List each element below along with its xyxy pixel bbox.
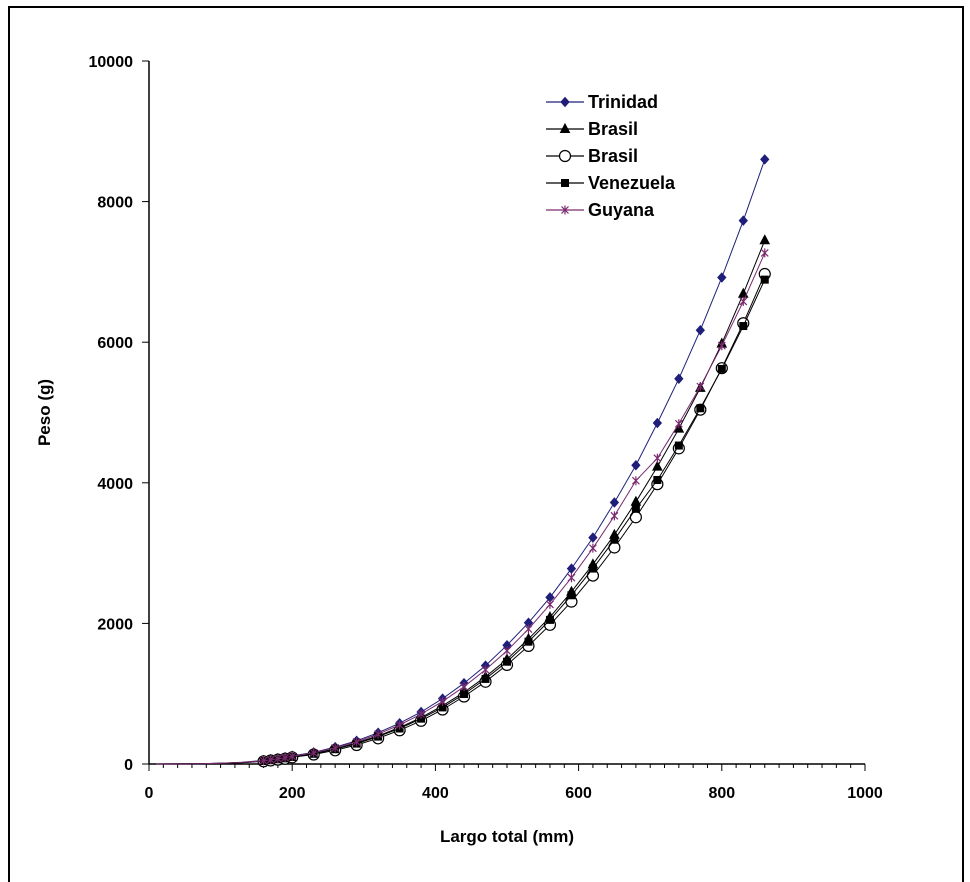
- data-point: [629, 511, 642, 524]
- legend-label: Guyana: [588, 200, 655, 220]
- data-point: [674, 373, 684, 385]
- legend-item: Trinidad: [546, 92, 658, 112]
- data-point: [759, 234, 771, 245]
- data-point: [281, 753, 289, 763]
- data-point: [760, 154, 770, 165]
- data-point: [567, 591, 576, 600]
- series-line: [156, 159, 766, 765]
- data-point: [545, 615, 554, 624]
- y-tick-label: 8000: [97, 195, 133, 212]
- data-point: [503, 657, 511, 666]
- series-5: [156, 248, 769, 766]
- data-point: [309, 748, 318, 758]
- data-point: [352, 737, 361, 747]
- data-point: [259, 756, 268, 766]
- data-point: [653, 453, 662, 463]
- data-point: [460, 690, 469, 699]
- legend-marker: [561, 179, 569, 187]
- legend-item: Venezuela: [546, 173, 676, 193]
- data-point: [760, 248, 769, 258]
- legend-item: Guyana: [546, 200, 655, 220]
- data-point: [588, 564, 597, 573]
- data-point: [460, 682, 468, 692]
- data-point: [653, 475, 662, 484]
- x-tick-label: 800: [708, 785, 735, 802]
- data-point: [546, 599, 554, 609]
- legend: Trinidad Brasil Brasil Venezuela Guyana: [546, 92, 676, 220]
- data-point: [288, 751, 297, 761]
- data-point: [503, 646, 511, 656]
- data-point: [696, 381, 705, 391]
- data-point: [610, 511, 619, 521]
- data-point: [652, 460, 663, 471]
- data-point: [631, 476, 640, 486]
- legend-label: Trinidad: [588, 92, 658, 112]
- data-point: [609, 497, 620, 508]
- x-tick-label: 200: [279, 785, 306, 802]
- data-point: [695, 324, 705, 336]
- legend-label: Brasil: [588, 119, 638, 139]
- data-point: [696, 404, 705, 413]
- data-point: [674, 419, 683, 429]
- data-point: [438, 703, 447, 712]
- data-point: [760, 275, 769, 284]
- x-tick-label: 0: [145, 785, 154, 802]
- data-point: [588, 532, 598, 543]
- data-point: [481, 674, 490, 683]
- series-4: [156, 275, 769, 766]
- series-line: [156, 252, 766, 765]
- data-point: [417, 709, 426, 719]
- data-point: [674, 441, 683, 450]
- x-tick-label: 400: [422, 785, 449, 802]
- data-point: [631, 459, 641, 471]
- data-point: [273, 754, 282, 764]
- chart-frame: [8, 6, 964, 882]
- legend-marker: [561, 205, 569, 215]
- y-tick-label: 10000: [89, 54, 134, 71]
- y-tick-label: 0: [124, 757, 133, 774]
- x-axis-title: Largo total (mm): [440, 827, 574, 846]
- data-point: [524, 637, 533, 646]
- legend-item: Brasil: [546, 146, 638, 166]
- data-point: [374, 729, 383, 739]
- data-point: [417, 714, 426, 723]
- data-point: [566, 563, 577, 574]
- y-tick-label: 6000: [97, 335, 133, 352]
- data-point: [717, 272, 727, 283]
- legend-label: Venezuela: [588, 173, 676, 193]
- data-point: [588, 543, 597, 553]
- y-tick-label: 4000: [97, 476, 133, 493]
- data-point: [610, 535, 619, 544]
- legend-marker: [560, 96, 570, 108]
- data-point: [652, 417, 663, 429]
- data-point: [567, 573, 576, 583]
- data-point: [717, 341, 726, 351]
- legend-marker: [558, 149, 572, 163]
- data-point: [331, 743, 340, 753]
- data-point: [631, 504, 640, 513]
- data-point: [395, 720, 404, 730]
- data-point: [717, 364, 726, 373]
- y-tick-label: 2000: [97, 616, 133, 633]
- legend-item: Brasil: [546, 119, 638, 139]
- data-point: [739, 322, 748, 331]
- legend-label: Brasil: [588, 146, 638, 166]
- data-point: [266, 755, 275, 765]
- series-layer: [156, 154, 771, 768]
- x-tick-label: 600: [565, 785, 592, 802]
- y-axis-title: Peso (g): [35, 379, 54, 446]
- x-tick-label: 1000: [847, 785, 883, 802]
- data-point: [438, 696, 447, 706]
- series-1: [156, 154, 770, 766]
- data-point: [524, 624, 533, 634]
- data-point: [739, 296, 748, 306]
- data-point: [481, 665, 490, 675]
- legend-marker: [559, 122, 571, 133]
- data-point: [737, 287, 749, 298]
- data-point: [738, 215, 748, 226]
